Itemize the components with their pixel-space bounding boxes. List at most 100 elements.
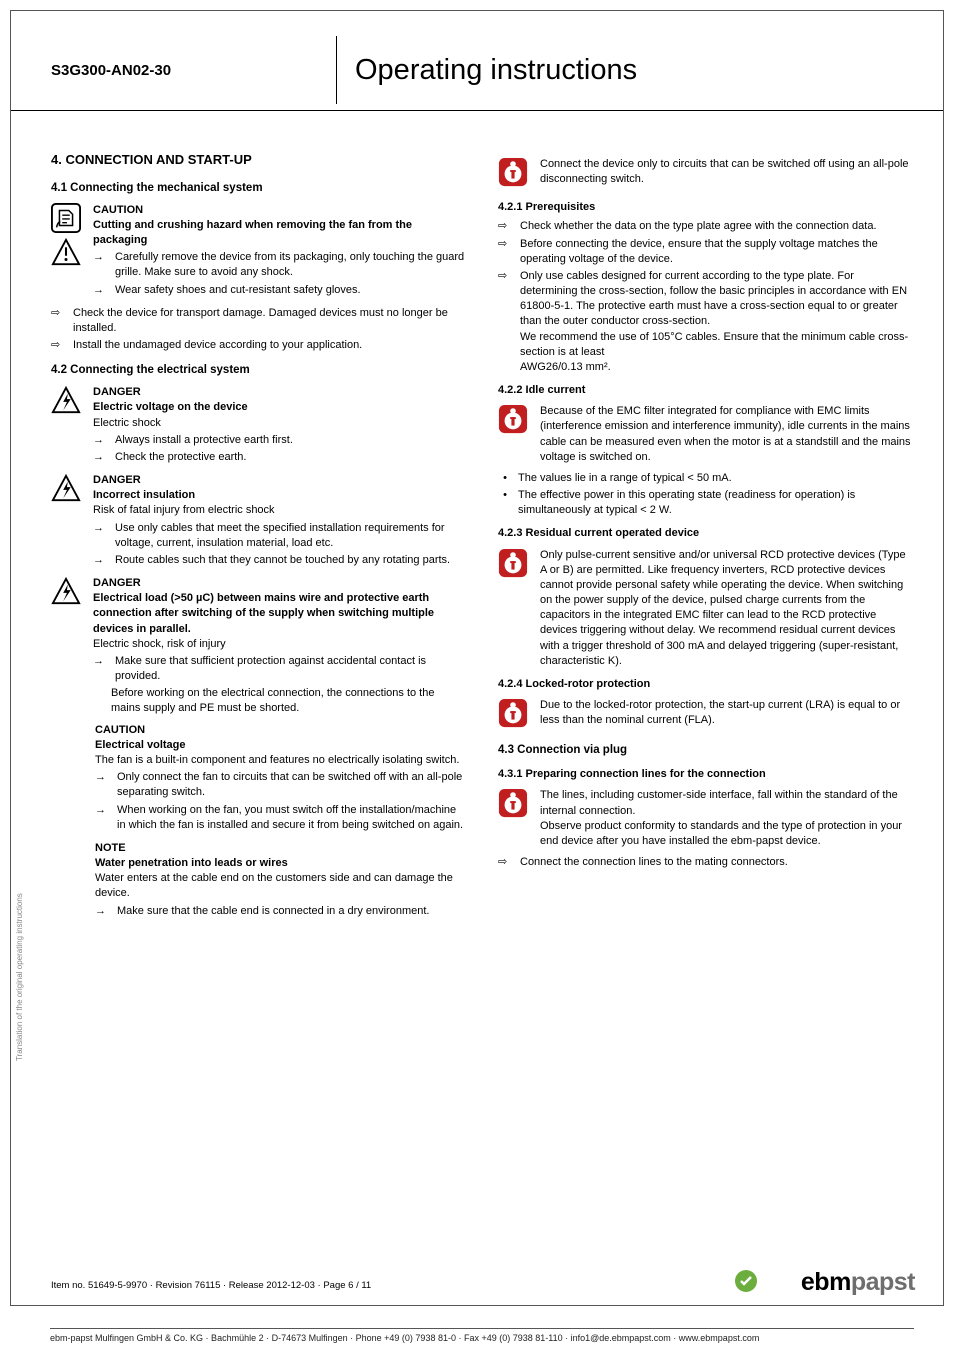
info-text-part: The lines, including customer-side inter… xyxy=(540,789,898,816)
info-text-part: Observe product conformity to standards … xyxy=(540,820,902,847)
arrow-icon: → xyxy=(95,803,113,833)
list-item-part: Only use cables designed for current acc… xyxy=(520,270,907,328)
arrow-icon: → xyxy=(95,904,113,919)
info-icon xyxy=(498,788,528,818)
caution-subtitle: The fan is a built-in component and feat… xyxy=(95,753,466,768)
note-label: NOTE xyxy=(95,841,466,856)
arrow-icon: → xyxy=(93,283,111,298)
danger-action: Make sure that sufficient protection aga… xyxy=(115,654,466,684)
list-item: Install the undamaged device according t… xyxy=(73,338,466,353)
danger-block-3: DANGER Electrical load (>50 µC) between … xyxy=(51,576,466,717)
note-title: Water penetration into leads or wires xyxy=(95,856,466,871)
danger-subtitle: Risk of fatal injury from electric shock xyxy=(93,503,466,518)
danger-label: DANGER xyxy=(93,385,466,400)
caution-action: Carefully remove the device from its pac… xyxy=(115,250,466,280)
header-rule xyxy=(11,110,943,111)
left-column: 4. CONNECTION AND START-UP 4.1 Connectin… xyxy=(51,151,466,921)
danger-note: Before working on the electrical connect… xyxy=(111,686,466,716)
list-item-part: We recommend the use of 105°C cables. En… xyxy=(520,331,908,358)
danger-action: Use only cables that meet the specified … xyxy=(115,521,466,551)
info-icon xyxy=(498,404,528,434)
section-4-2-2-heading: 4.2.2 Idle current xyxy=(498,383,913,398)
danger-subtitle: Electric shock, risk of injury xyxy=(93,637,466,652)
list-arrow-icon: ⇨ xyxy=(498,219,516,234)
arrow-icon: → xyxy=(93,521,111,551)
brand-logo: ebmpapst xyxy=(801,1268,915,1297)
arrow-icon: → xyxy=(93,553,111,568)
danger-label: DANGER xyxy=(93,473,466,488)
caution-text: Cutting and crushing hazard when removin… xyxy=(93,218,466,248)
danger-block-1: DANGER Electric voltage on the device El… xyxy=(51,385,466,467)
note-block: NOTE Water penetration into leads or wir… xyxy=(95,841,466,919)
info-text: Because of the EMC filter integrated for… xyxy=(540,404,913,465)
info-block-prep: The lines, including customer-side inter… xyxy=(498,788,913,849)
caution-block-1: CAUTION Cutting and crushing hazard when… xyxy=(51,203,466,300)
info-icon xyxy=(498,157,528,187)
info-text: Connect the device only to circuits that… xyxy=(540,157,913,192)
caution-label: CAUTION xyxy=(93,203,466,218)
danger-action: Check the protective earth. xyxy=(115,450,466,465)
caution-label: CAUTION xyxy=(95,723,466,738)
info-text: Only pulse-current sensitive and/or univ… xyxy=(540,548,913,669)
section-4-2-1-heading: 4.2.1 Prerequisites xyxy=(498,200,913,215)
doc-code: S3G300-AN02-30 xyxy=(51,62,336,79)
bullet-icon: • xyxy=(498,471,512,486)
header-divider xyxy=(336,36,337,104)
shock-triangle-icon xyxy=(51,576,81,606)
note-subtitle: Water enters at the cable end on the cus… xyxy=(95,871,466,901)
danger-action: Route cables such that they cannot be to… xyxy=(115,553,466,568)
list-arrow-icon: ⇨ xyxy=(498,855,516,870)
danger-block-2: DANGER Incorrect insulation Risk of fata… xyxy=(51,473,466,570)
list-arrow-icon: ⇨ xyxy=(51,306,69,336)
arrow-icon: → xyxy=(93,654,111,684)
danger-action: Always install a protective earth first. xyxy=(115,433,466,448)
caution-action: Wear safety shoes and cut-resistant safe… xyxy=(115,283,466,298)
info-block-top: Connect the device only to circuits that… xyxy=(498,157,913,192)
arrow-icon: → xyxy=(93,450,111,465)
info-block-rcd: Only pulse-current sensitive and/or univ… xyxy=(498,548,913,669)
list-arrow-icon: ⇨ xyxy=(498,237,516,267)
danger-title: Electrical load (>50 µC) between mains w… xyxy=(93,591,466,637)
info-text: Due to the locked-rotor protection, the … xyxy=(540,698,913,733)
bullet-item: The effective power in this operating st… xyxy=(518,488,913,518)
shock-triangle-icon xyxy=(51,385,81,415)
section-4-3-heading: 4.3 Connection via plug xyxy=(498,743,913,759)
list-item: Check the device for transport damage. D… xyxy=(73,306,466,336)
section-4-2-4-heading: 4.2.4 Locked-rotor protection xyxy=(498,677,913,692)
list-arrow-icon: ⇨ xyxy=(51,338,69,353)
brand-part-2: papst xyxy=(851,1268,915,1296)
info-block-lrp: Due to the locked-rotor protection, the … xyxy=(498,698,913,733)
caution-action: Only connect the fan to circuits that ca… xyxy=(117,770,466,800)
vertical-note: Translation of the original operating in… xyxy=(15,893,24,1061)
section-4-2-3-heading: 4.2.3 Residual current operated device xyxy=(498,526,913,541)
arrow-icon: → xyxy=(93,250,111,280)
list-arrow-icon: ⇨ xyxy=(498,269,516,375)
section-4-2-heading: 4.2 Connecting the electrical system xyxy=(51,363,466,379)
info-text: The lines, including customer-side inter… xyxy=(540,788,913,849)
right-column: Connect the device only to circuits that… xyxy=(498,151,913,921)
danger-label: DANGER xyxy=(93,576,466,591)
section-4-3-1-heading: 4.3.1 Preparing connection lines for the… xyxy=(498,767,913,782)
arrow-icon: → xyxy=(93,433,111,448)
list-item: Before connecting the device, ensure tha… xyxy=(520,237,913,267)
section-4-heading: 4. CONNECTION AND START-UP xyxy=(51,151,466,169)
bullet-item: The values lie in a range of typical < 5… xyxy=(518,471,913,486)
caution-title: Electrical voltage xyxy=(95,738,466,753)
section-4-1-heading: 4.1 Connecting the mechanical system xyxy=(51,181,466,197)
bottom-company-line: ebm-papst Mulfingen GmbH & Co. KG · Bach… xyxy=(50,1328,914,1343)
list-item: Check whether the data on the type plate… xyxy=(520,219,913,234)
page-frame: S3G300-AN02-30 Operating instructions 4.… xyxy=(10,10,944,1306)
danger-subtitle: Electric shock xyxy=(93,416,466,431)
caution-action: When working on the fan, you must switch… xyxy=(117,803,466,833)
brand-part-1: ebm xyxy=(801,1268,851,1296)
list-item: Only use cables designed for current acc… xyxy=(520,269,913,375)
caution-block-2: CAUTION Electrical voltage The fan is a … xyxy=(95,723,466,833)
info-icon xyxy=(498,548,528,578)
footer-line: Item no. 51649-5-9970 · Revision 76115 ·… xyxy=(51,1280,371,1291)
list-item-part: AWG26/0.13 mm². xyxy=(520,361,611,373)
manual-icon xyxy=(51,203,81,233)
info-block-idle: Because of the EMC filter integrated for… xyxy=(498,404,913,465)
green-badge-icon xyxy=(734,1269,758,1293)
page-title: Operating instructions xyxy=(355,54,637,87)
danger-title: Incorrect insulation xyxy=(93,488,466,503)
